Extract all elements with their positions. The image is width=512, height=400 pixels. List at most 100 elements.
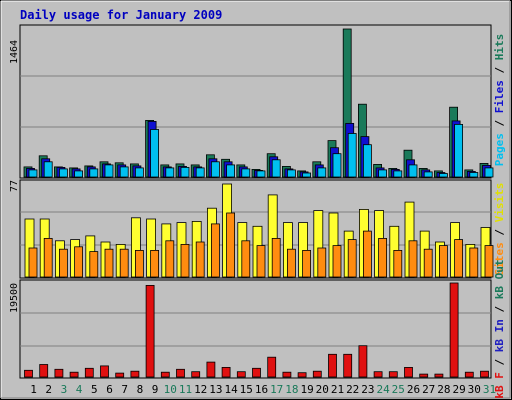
bar-sites-day-24 xyxy=(378,237,388,278)
day-label-1: 1 xyxy=(30,383,37,396)
bar-pages-day-29 xyxy=(454,124,464,178)
legend-hits: Hits xyxy=(493,34,506,61)
day-label-6: 6 xyxy=(106,383,113,396)
bar-sites-day-9 xyxy=(150,249,160,278)
bar-pages-day-31 xyxy=(484,167,494,178)
bar-pages-day-21 xyxy=(332,153,342,178)
bar-kbf-day-10 xyxy=(160,371,170,378)
bar-pages-day-24 xyxy=(378,169,388,178)
bar-sites-day-7 xyxy=(119,248,129,278)
bar-pages-day-13 xyxy=(210,161,220,178)
bars-hits-files-pages xyxy=(23,28,494,178)
day-label-17: 17 xyxy=(270,383,283,396)
day-label-3: 3 xyxy=(61,383,68,396)
bar-kbf-day-31 xyxy=(480,370,489,378)
day-label-20: 20 xyxy=(316,383,329,396)
bar-sites-day-20 xyxy=(317,247,327,278)
day-label-13: 13 xyxy=(209,383,222,396)
bar-sites-day-30 xyxy=(469,247,479,278)
bar-sites-day-29 xyxy=(454,239,464,278)
day-label-30: 30 xyxy=(468,383,481,396)
day-label-24: 24 xyxy=(376,383,390,396)
bar-sites-day-27 xyxy=(423,248,433,278)
bar-pages-day-7 xyxy=(119,166,129,178)
bar-pages-day-9 xyxy=(150,129,160,178)
bar-kbf-day-5 xyxy=(84,367,94,378)
bar-kbf-day-20 xyxy=(312,370,322,378)
chart-title: Daily usage for January 2009 xyxy=(20,8,222,22)
bar-pages-day-11 xyxy=(180,166,190,178)
bar-kbf-day-15 xyxy=(236,371,246,378)
day-label-9: 9 xyxy=(152,383,159,396)
bar-kbf-day-16 xyxy=(252,367,261,378)
legend-files: Files xyxy=(493,80,506,113)
legend-sep-3: / xyxy=(493,222,506,242)
y-max-label-visits: 77 xyxy=(9,180,20,192)
y-max-label-kbytes: 19500 xyxy=(9,283,20,313)
day-label-16: 16 xyxy=(255,383,268,396)
day-label-11: 11 xyxy=(179,383,192,396)
bar-kbf-day-30 xyxy=(464,371,474,378)
legend-panel-3: kB F / kB In / kB Out xyxy=(493,259,506,398)
bar-pages-day-3 xyxy=(59,168,68,178)
grid-panel-1 xyxy=(20,75,491,128)
bar-sites-day-17 xyxy=(271,237,281,278)
day-label-18: 18 xyxy=(285,383,298,396)
bar-sites-day-5 xyxy=(89,251,99,278)
bar-pages-day-26 xyxy=(408,164,418,178)
bar-pages-day-22 xyxy=(347,133,357,178)
bar-sites-day-12 xyxy=(195,241,205,278)
day-label-31: 31 xyxy=(483,383,496,396)
bar-kbf-day-14 xyxy=(221,366,231,378)
bar-pages-day-8 xyxy=(134,167,144,178)
bar-sites-day-28 xyxy=(438,245,448,278)
bar-sites-day-15 xyxy=(241,240,251,278)
bar-kbf-day-6 xyxy=(100,365,109,378)
bar-sites-day-14 xyxy=(226,212,236,278)
bar-kbf-day-22 xyxy=(343,353,353,378)
bar-kbf-day-7 xyxy=(115,372,125,378)
bar-kbf-day-13 xyxy=(206,361,216,378)
legend-sep-1: / xyxy=(493,113,506,133)
legend-visits: Visits xyxy=(493,183,506,223)
legend-panel-2: Sites / Visits xyxy=(493,183,506,276)
bar-kbf-day-25 xyxy=(388,371,398,378)
day-label-22: 22 xyxy=(346,383,359,396)
bar-pages-day-14 xyxy=(226,164,236,178)
legend-kb-in: kB In xyxy=(493,319,506,352)
bar-pages-day-16 xyxy=(256,170,266,178)
bar-kbf-day-21 xyxy=(328,353,337,378)
bar-kbf-day-19 xyxy=(297,372,307,378)
bar-pages-day-27 xyxy=(423,171,433,178)
legend-panel-1: Pages / Files / Hits xyxy=(493,34,506,167)
bar-sites-day-6 xyxy=(104,248,114,278)
bar-sites-day-26 xyxy=(408,240,418,278)
bar-sites-day-16 xyxy=(256,245,266,278)
legend-sep-2: / xyxy=(493,60,506,80)
bar-kbf-day-26 xyxy=(404,366,413,378)
day-label-8: 8 xyxy=(137,383,144,396)
bar-sites-day-22 xyxy=(347,239,357,278)
day-label-10: 10 xyxy=(164,383,177,396)
day-axis-labels: 1 2 3 4 5 6 7 8 9 10 11 12 13 14 15 16 17 18 19 20 21 22 23 24 2… xyxy=(30,383,496,396)
bar-kbf-day-17 xyxy=(267,356,277,378)
legend-sep-4: / xyxy=(493,352,506,372)
bar-kbf-day-4 xyxy=(69,371,79,378)
bar-sites-day-4 xyxy=(74,246,83,278)
legend-kb-out: kB Out xyxy=(493,259,506,299)
bar-pages-day-23 xyxy=(362,144,372,178)
bar-sites-day-13 xyxy=(210,223,220,278)
bar-pages-day-10 xyxy=(165,167,175,178)
bar-pages-day-17 xyxy=(271,159,281,178)
day-label-7: 7 xyxy=(121,383,128,396)
legend-kb-f: kB F xyxy=(493,372,506,399)
bar-pages-day-25 xyxy=(393,170,403,178)
bars-kbytes xyxy=(24,282,489,378)
day-label-23: 23 xyxy=(361,383,374,396)
bar-kbf-day-29 xyxy=(449,282,459,378)
bar-sites-day-23 xyxy=(362,230,372,278)
bar-kbf-day-2 xyxy=(39,364,49,378)
y-max-label-hits: 1464 xyxy=(9,40,20,64)
bar-pages-day-20 xyxy=(317,167,327,178)
